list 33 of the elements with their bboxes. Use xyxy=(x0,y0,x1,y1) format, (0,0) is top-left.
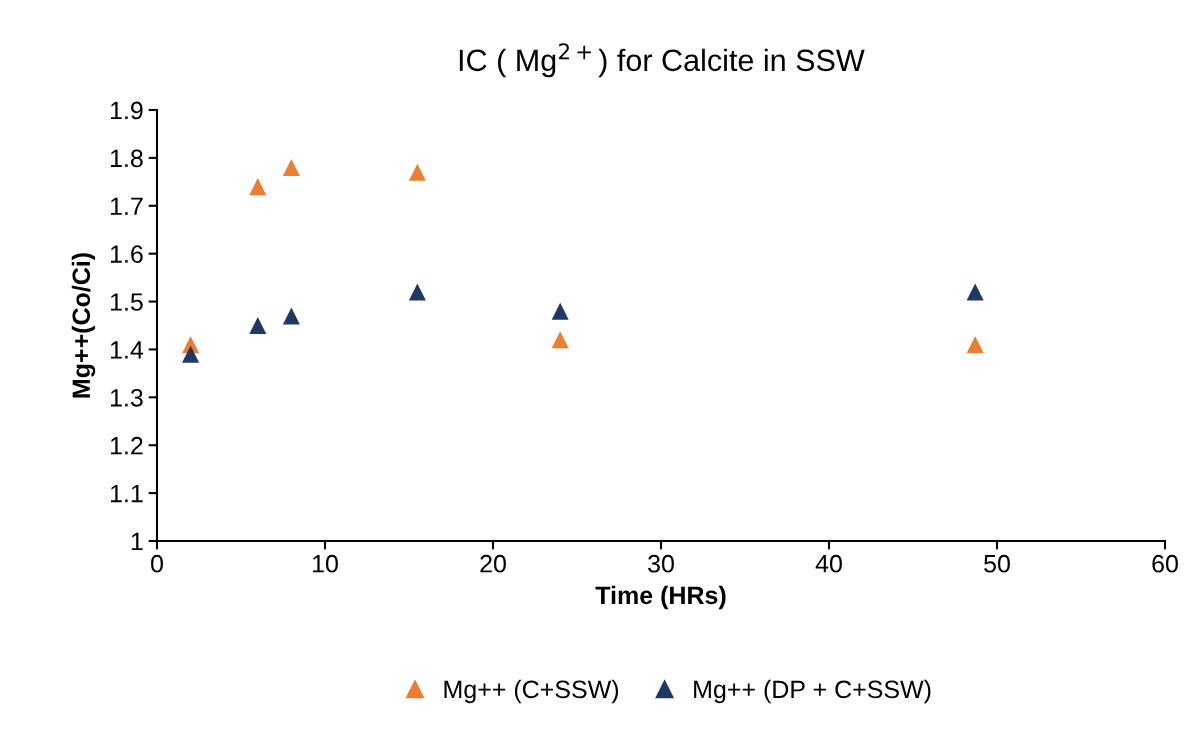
x-tick-label: 50 xyxy=(984,554,1010,573)
y-tick-label: 1.4 xyxy=(110,341,144,359)
chart-title: IC ( Mg$^{2+}$) for Calcite in SSW xyxy=(459,43,865,78)
point xyxy=(551,302,569,320)
y-tick-label: 1.3 xyxy=(110,388,143,407)
x-tick-label: 30 xyxy=(648,554,674,573)
y-tick-label: 1.6 xyxy=(110,245,143,263)
x-tick-label: 60 xyxy=(1152,554,1178,573)
x-tick-label: 10 xyxy=(313,554,338,573)
x-tick-label: 0 xyxy=(151,554,163,573)
x-tick-label: 20 xyxy=(480,554,506,573)
point xyxy=(249,178,267,196)
point xyxy=(408,283,426,301)
point xyxy=(282,158,300,176)
y-tick-label: 1.5 xyxy=(110,293,143,311)
legend-label: Mg++ (C+SSW) xyxy=(444,679,619,704)
y-tick-label: 1.9 xyxy=(110,101,143,120)
x-axis-title: Time (HRs) xyxy=(595,585,726,610)
point xyxy=(551,331,569,349)
y-tick-label: 1.8 xyxy=(110,149,143,168)
point xyxy=(249,316,267,335)
legend-label: Mg++ (DP + C+SSW) xyxy=(694,679,931,704)
x-tick-label: 40 xyxy=(815,554,842,573)
point xyxy=(408,163,426,181)
point xyxy=(182,345,200,363)
point xyxy=(966,283,984,301)
y-tick-label: 1.1 xyxy=(110,484,143,503)
point xyxy=(282,307,300,325)
y-tick-label: 1 xyxy=(131,532,143,551)
y-tick-label: 1.7 xyxy=(110,197,143,215)
point xyxy=(966,336,984,354)
y-axis-title: Mg++(Co/Ci) xyxy=(71,253,96,398)
y-tick-label: 1.2 xyxy=(110,436,143,455)
